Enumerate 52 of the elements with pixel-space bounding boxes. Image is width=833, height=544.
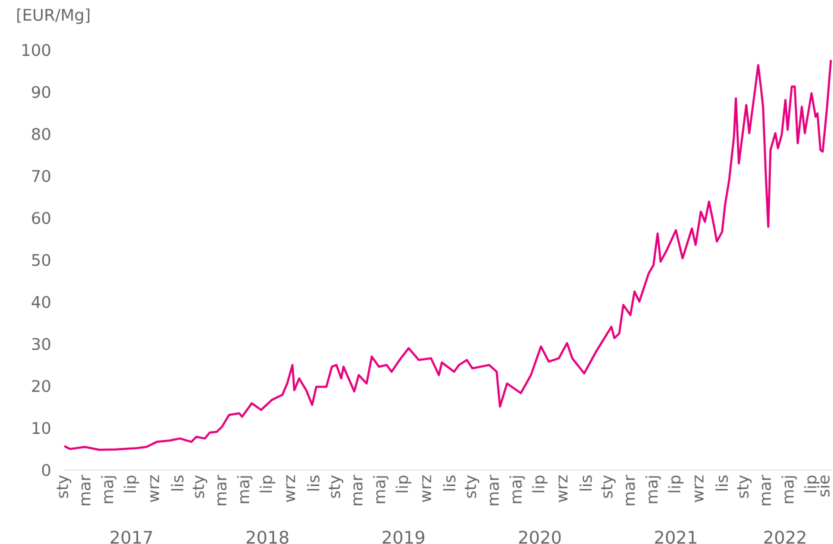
x2-tick-label: 2020 bbox=[519, 530, 561, 544]
x-tick-label: lis bbox=[716, 475, 728, 490]
x-tick-label: maj bbox=[373, 476, 388, 504]
y-tick-label: 40 bbox=[32, 296, 50, 308]
y-tick-label: 70 bbox=[32, 170, 50, 182]
x2-tick-label: 2017 bbox=[110, 530, 152, 544]
x-tick-label: wrz bbox=[286, 475, 296, 502]
x-tick-label: lis bbox=[580, 475, 592, 490]
x-tick-label: sty bbox=[328, 475, 344, 498]
x-tick-label: sty bbox=[464, 475, 480, 498]
x-tick-label: lis bbox=[443, 475, 456, 490]
x-tick-label: lip bbox=[532, 476, 548, 492]
x-tick-label: maj bbox=[645, 476, 661, 504]
y-tick-label: 0 bbox=[42, 464, 50, 476]
y-tick-label: 50 bbox=[32, 254, 50, 266]
x-tick-label: maj bbox=[781, 476, 797, 504]
x2-tick-label: 2022 bbox=[764, 530, 806, 544]
x-tick-label: wrz bbox=[422, 475, 432, 502]
y-axis-title: [EUR/Mg] bbox=[17, 8, 90, 24]
x-tick-label: mar bbox=[762, 474, 772, 506]
x-tick-label: mar bbox=[353, 474, 363, 506]
x-tick-label: lis bbox=[307, 475, 320, 490]
y-tick-label: 10 bbox=[32, 422, 50, 434]
line-series bbox=[63, 59, 832, 451]
x-tick-label: mar bbox=[490, 474, 499, 506]
y-tick-label: 20 bbox=[32, 380, 50, 392]
x-tick-label: sty bbox=[56, 475, 72, 498]
x-tick-label: wrz bbox=[558, 475, 568, 502]
x-tick-label: wrz bbox=[150, 475, 160, 502]
x-tick-label: maj bbox=[509, 476, 525, 504]
x-tick-label: lip bbox=[124, 476, 140, 492]
x-tick-label: maj bbox=[100, 476, 116, 504]
x-tick-label: sty bbox=[601, 475, 616, 498]
x-tick-label: mar bbox=[217, 474, 227, 506]
x-tick-label: lip bbox=[396, 476, 412, 492]
y-tick-label: 90 bbox=[32, 86, 50, 98]
y-tick-label: 80 bbox=[32, 128, 50, 140]
y-tick-label: 30 bbox=[32, 338, 50, 350]
x-tick-label: maj bbox=[236, 476, 252, 504]
x-tick-label: lis bbox=[171, 475, 184, 490]
y-tick-label: 60 bbox=[32, 212, 50, 224]
x-tick-label: mar bbox=[626, 474, 635, 506]
x-tick-label: sty bbox=[192, 475, 208, 498]
x-tick-label: sty bbox=[737, 475, 752, 498]
x2-tick-label: 2021 bbox=[655, 530, 696, 544]
x2-tick-label: 2019 bbox=[382, 530, 424, 544]
x-tick-label: wrz bbox=[694, 475, 704, 502]
y-tick-label: 100 bbox=[22, 44, 50, 56]
x-tick-label: lip bbox=[668, 476, 684, 492]
x2-tick-label: 2018 bbox=[246, 530, 288, 544]
x-tick-label: mar bbox=[81, 474, 91, 506]
x-tick-label: lip bbox=[260, 476, 276, 492]
